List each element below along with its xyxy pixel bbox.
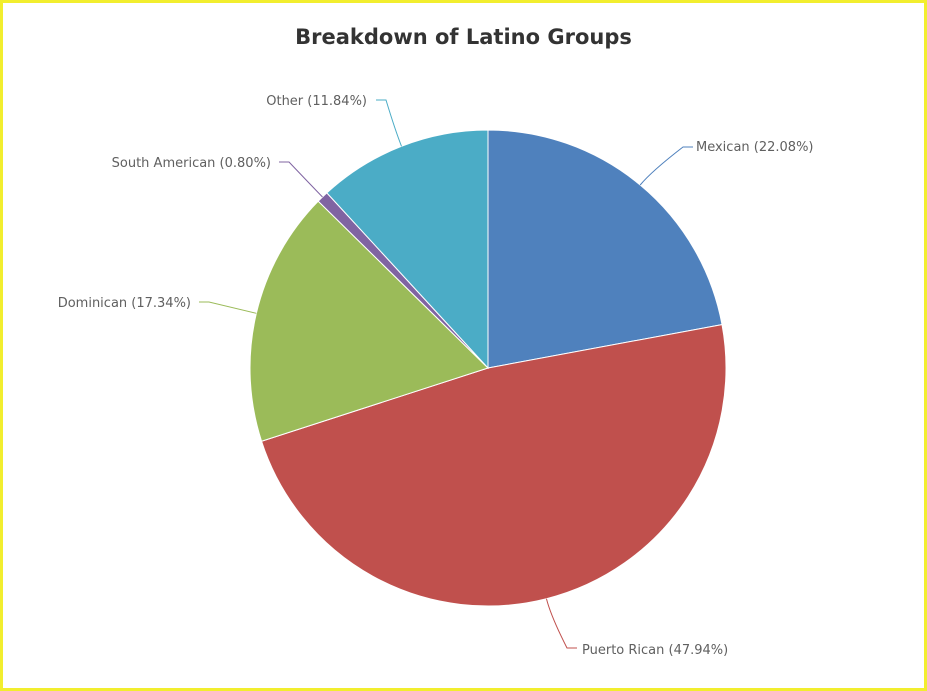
pie-slice-dominican[interactable]: [249, 200, 489, 442]
slice-label-south-american: South American (0.80%): [112, 156, 271, 171]
connector-puerto-rican: [545, 598, 577, 649]
connector-other: [376, 99, 402, 147]
slice-label-puerto-rican: Puerto Rican (47.94%): [582, 643, 728, 658]
slice-label-other: Other (11.84%): [266, 94, 367, 109]
pie-chart: Mexican (22.08%) Puerto Rican (47.94%) Dom…: [58, 94, 814, 658]
slice-label-mexican: Mexican (22.08%): [696, 140, 814, 155]
connector-mexican: [639, 146, 693, 186]
slice-label-dominican: Dominican (17.34%): [58, 296, 191, 311]
connector-dominican: [199, 301, 257, 314]
connector-south-american: [279, 161, 323, 198]
chart-title: Breakdown of Latino Groups: [295, 25, 632, 49]
